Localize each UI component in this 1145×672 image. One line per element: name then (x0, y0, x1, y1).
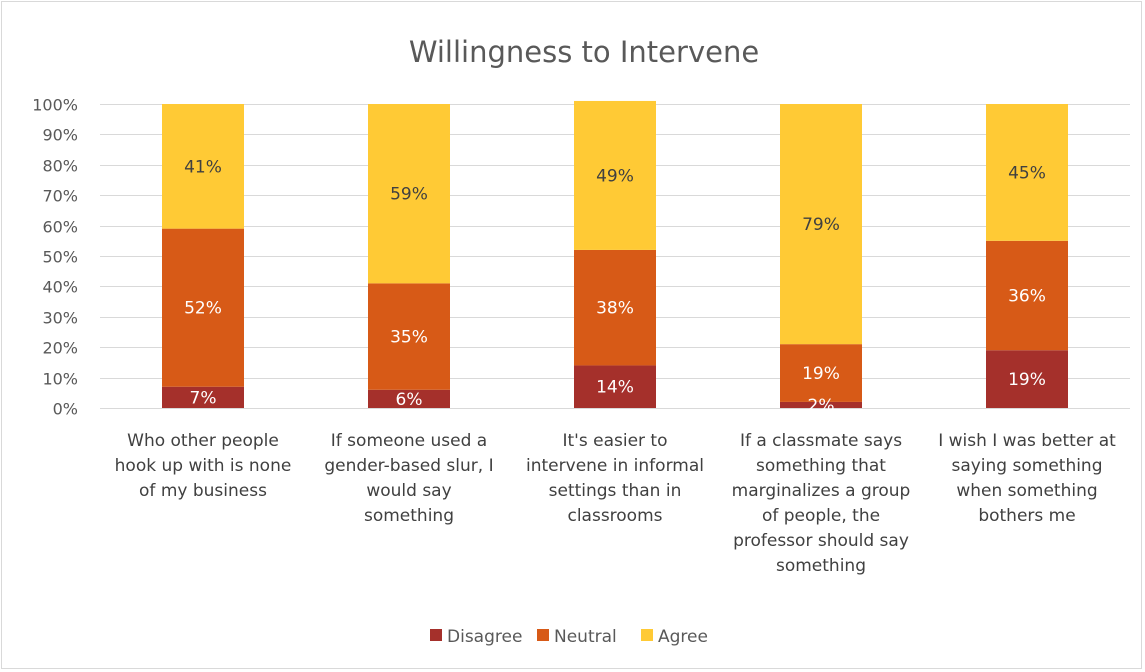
data-label: 19% (1008, 370, 1046, 390)
legend: Disagree Neutral Agree (430, 627, 708, 647)
legend-label-neutral: Neutral (554, 627, 617, 647)
bar-agree (162, 104, 244, 229)
category-label: hook up with is none (115, 456, 292, 476)
y-tick-label: 10% (42, 370, 78, 389)
y-tick-label: 0% (53, 400, 78, 419)
category-label: something (364, 506, 454, 526)
y-tick-label: 90% (42, 126, 78, 145)
y-tick-label: 70% (42, 187, 78, 206)
category-label: classrooms (567, 506, 662, 526)
category-label: of my business (139, 481, 267, 501)
y-tick-label: 100% (32, 96, 78, 115)
bar-neutral (574, 249, 656, 366)
bar-agree (986, 104, 1068, 241)
category-label: something that (756, 456, 886, 476)
y-tick-label: 80% (42, 157, 78, 176)
category-label: bothers me (978, 506, 1075, 526)
category-label: of people, the (762, 506, 880, 526)
data-label: 38% (596, 299, 634, 319)
bar-neutral (986, 240, 1068, 351)
bar-neutral (368, 283, 450, 390)
data-label: 52% (184, 299, 222, 319)
legend-swatch-disagree (430, 629, 442, 641)
data-label: 49% (596, 166, 634, 186)
bar-disagree (574, 365, 656, 408)
bar-neutral (780, 344, 862, 402)
y-tick-label: 40% (42, 278, 78, 297)
data-label: 14% (596, 378, 634, 398)
category-label: something (776, 556, 866, 576)
data-label: 2% (808, 396, 835, 416)
data-label: 7% (190, 388, 217, 408)
data-label: 45% (1008, 163, 1046, 183)
bar-disagree (986, 350, 1068, 408)
bar-agree (368, 104, 450, 284)
bar-agree (780, 104, 862, 345)
category-label: It's easier to (563, 431, 668, 451)
legend-label-disagree: Disagree (447, 627, 522, 647)
bar-agree (574, 100, 656, 250)
category-label: intervene in informal (526, 456, 704, 476)
bar-disagree (368, 389, 450, 408)
legend-swatch-agree (641, 629, 653, 641)
y-tick-label: 60% (42, 218, 78, 237)
y-axis-ticks: 0% 10% 20% 30% 40% 50% 60% 70% 80% 90% 100% (32, 96, 78, 419)
bars (162, 100, 1068, 408)
chart-title: Willingness to Intervene (409, 35, 759, 69)
data-label: 36% (1008, 287, 1046, 307)
y-tick-label: 30% (42, 309, 78, 328)
category-label: If someone used a (331, 431, 487, 451)
legend-swatch-neutral (537, 629, 549, 641)
category-label: marginalizes a group (732, 481, 911, 501)
data-label: 19% (802, 364, 840, 384)
legend-label-agree: Agree (658, 627, 708, 647)
category-label: when something (956, 481, 1097, 501)
data-label: 41% (184, 157, 222, 177)
data-labels: 7% 52% 41% 6% 35% 59% 14% 38% 49% 2% 19% 79% 19% 36% 4… (184, 157, 1046, 416)
category-label: would say (366, 481, 451, 501)
category-label: saying something (951, 456, 1102, 476)
category-label: gender-based slur, I (324, 456, 493, 476)
category-labels: Who other people hook up with is none of m… (115, 431, 1116, 576)
category-label: I wish I was better at (938, 431, 1116, 451)
category-label: Who other people (127, 431, 279, 451)
bar-neutral (162, 228, 244, 387)
y-tick-label: 50% (42, 248, 78, 267)
bar-disagree (780, 401, 862, 408)
category-label: If a classmate says (740, 431, 902, 451)
data-label: 59% (390, 185, 428, 205)
category-label: professor should say (733, 531, 909, 551)
bar-disagree (162, 386, 244, 408)
data-label: 79% (802, 215, 840, 235)
data-label: 6% (396, 390, 423, 410)
category-label: settings than in (549, 481, 682, 501)
y-tick-label: 20% (42, 339, 78, 358)
data-label: 35% (390, 328, 428, 348)
